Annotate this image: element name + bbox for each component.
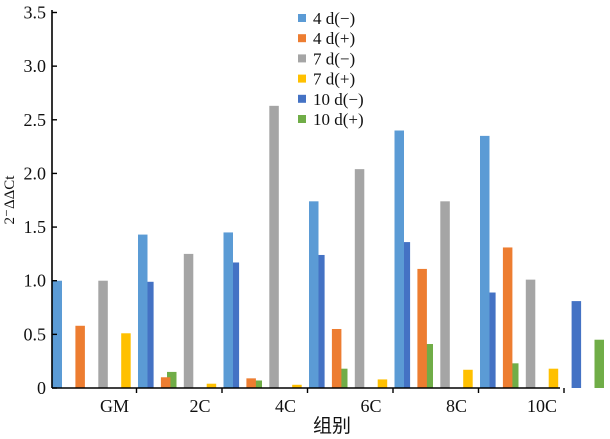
bar-8C-3 — [463, 369, 473, 388]
bar-10C-3 — [548, 368, 559, 388]
y-tick-label: 3.0 — [24, 56, 47, 76]
y-axis: 0 0.5 1.0 1.5 2.0 2.5 3.0 3.5 — [24, 3, 57, 398]
y-tick-label: 1.5 — [24, 217, 47, 237]
bar-10C-5 — [594, 339, 604, 388]
legend-swatch — [298, 14, 306, 22]
bar-6C-1 — [331, 328, 342, 388]
y-tick-label: 0.5 — [24, 324, 47, 344]
bar-4C-0 — [223, 232, 233, 388]
legend-swatch — [298, 74, 306, 83]
bar-10C-1 — [502, 247, 513, 388]
y-axis-label: 2⁻ΔΔCt — [2, 175, 18, 225]
y-tick-label: 2.5 — [24, 110, 47, 130]
legend-label: 4 d(+) — [313, 29, 355, 48]
bar-8C-4 — [486, 292, 496, 388]
bar-GM-3 — [121, 333, 131, 388]
bar-2C-0 — [138, 234, 148, 388]
bar-8C-0 — [394, 130, 404, 388]
legend-label: 7 d(−) — [313, 49, 355, 68]
y-tick-label: 3.5 — [24, 3, 47, 23]
bar-GM-4 — [144, 281, 154, 388]
bar-4C-3 — [292, 384, 302, 388]
legend-swatch — [298, 54, 306, 63]
x-tick-label: 8C — [446, 396, 467, 416]
bar-2C-5 — [252, 380, 262, 388]
bar-6C-4 — [400, 242, 411, 388]
bar-6C-3 — [377, 379, 388, 388]
legend-label: 10 d(+) — [313, 110, 364, 129]
y-tick-label: 2.0 — [24, 163, 47, 183]
bar-4C-1 — [246, 378, 256, 388]
bar-6C-0 — [309, 201, 319, 388]
bar-10C-2 — [525, 279, 536, 388]
bar-8C-5 — [509, 363, 519, 388]
bar-2C-3 — [206, 383, 217, 388]
bar-GM-1 — [75, 325, 85, 388]
bars-layer — [52, 105, 604, 389]
bar-8C-1 — [417, 268, 427, 388]
x-tick-label: 4C — [275, 396, 296, 416]
bar-4C-4 — [315, 254, 325, 388]
y-tick-label: 0 — [37, 378, 46, 398]
bar-6C-2 — [354, 169, 365, 388]
legend-swatch — [298, 94, 306, 103]
bar-6C-5 — [423, 344, 433, 388]
x-tick-label: 2C — [189, 396, 210, 416]
bar-4C-5 — [338, 368, 348, 388]
x-axis: GM 2C 4C 6C 8C 10C — [52, 387, 565, 416]
legend-label: 7 d(+) — [313, 70, 355, 89]
x-tick-label: GM — [100, 396, 129, 416]
legend-swatch — [298, 34, 306, 43]
legend-swatch — [298, 115, 306, 123]
y-tick-label: 1.0 — [24, 271, 47, 291]
bar-10C-0 — [480, 135, 490, 388]
legend-label: 10 d(−) — [313, 90, 364, 109]
legend-label: 4 d(−) — [313, 9, 355, 28]
bar-GM-5 — [167, 371, 177, 388]
bar-2C-2 — [183, 253, 194, 388]
bar-2C-1 — [160, 377, 171, 388]
x-tick-label: 10C — [527, 396, 557, 416]
bar-2C-4 — [229, 262, 240, 388]
bar-GM-2 — [98, 280, 108, 388]
legend: 4 d(−)4 d(+)7 d(−) 7 d(+)10 d(−)10 d(+) — [298, 9, 364, 129]
bar-8C-2 — [440, 201, 450, 388]
bar-10C-4 — [571, 301, 582, 388]
bar-GM-0 — [52, 280, 62, 388]
x-tick-label: 6C — [360, 396, 381, 416]
bar-4C-2 — [269, 105, 279, 389]
x-axis-label: 组别 — [313, 415, 351, 437]
